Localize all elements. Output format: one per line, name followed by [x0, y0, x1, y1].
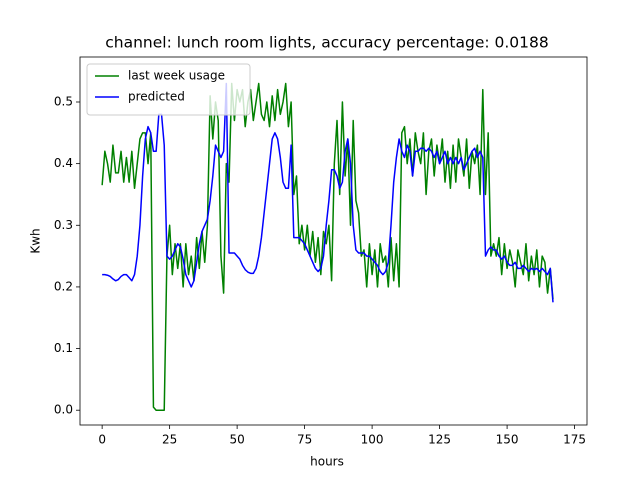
x-axis-label: hours	[310, 455, 344, 469]
y-tick-label: 0.2	[54, 279, 73, 293]
y-axis-label: Kwh	[29, 228, 43, 253]
data-line	[102, 82, 554, 303]
x-tick-label: 150	[496, 433, 519, 447]
y-tick-label: 0.4	[54, 156, 73, 170]
x-tick-label: 100	[361, 433, 384, 447]
legend-label: predicted	[128, 90, 185, 104]
x-tick-label: 175	[563, 433, 586, 447]
x-tick-label: 0	[98, 433, 106, 447]
y-tick-label: 0.1	[54, 341, 73, 355]
y-tick-label: 0.3	[54, 218, 73, 232]
plot-frame	[79, 56, 588, 426]
y-tick-label: 0.5	[54, 94, 73, 108]
chart-title: channel: lunch room lights, accuracy per…	[105, 34, 549, 52]
x-tick-label: 25	[162, 433, 177, 447]
legend-box	[86, 63, 251, 116]
x-tick-label: 50	[229, 433, 244, 447]
x-tick-label: 75	[297, 433, 312, 447]
x-tick-label: 125	[428, 433, 451, 447]
legend-label: last week usage	[128, 69, 225, 83]
data-line	[101, 82, 554, 411]
y-tick-label: 0.0	[54, 403, 73, 417]
